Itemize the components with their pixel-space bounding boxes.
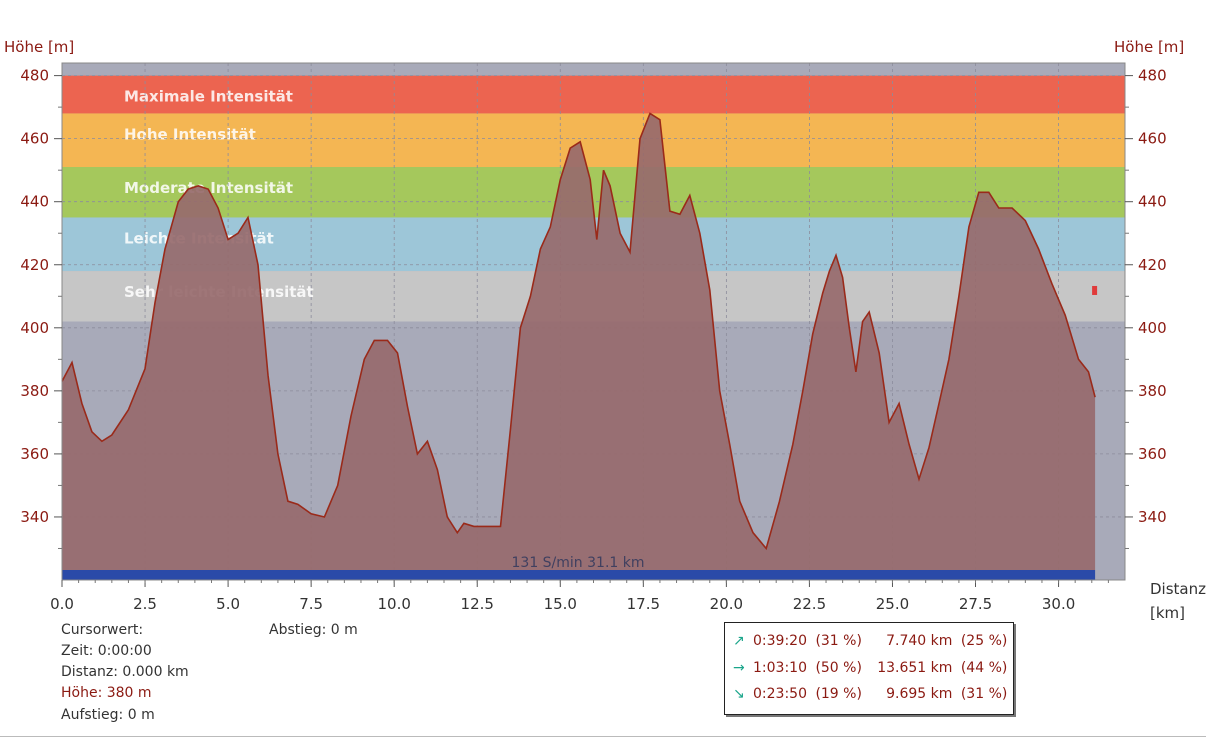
summary-time-pct: (19 %) (815, 686, 862, 702)
summary-distance: 9.695 km (886, 686, 953, 702)
summary-time-pct: (31 %) (815, 633, 862, 649)
summary-row-descent: ↘ 0:23:50 (19 %) 9.695 km (31 %) (733, 686, 1011, 702)
summary-distance: 13.651 km (877, 660, 953, 676)
x-tick-label-0: 0.0 (50, 595, 74, 613)
x-tick-label-9: 22.5 (793, 595, 826, 613)
right-axis-title: Höhe [m] (1114, 38, 1185, 56)
axes: 0.0 2.5 5.0 7.5 10.0 12.5 15.0 17.5 20.0 22.5 25.0… (20, 67, 1166, 613)
x-tick-label-2: 5.0 (216, 595, 240, 613)
zone-band-1 (62, 113, 1125, 168)
x-tick-label-10: 25.0 (876, 595, 909, 613)
y-left-tick-label-6: 460 (20, 130, 49, 148)
y-right-tick-label-5: 440 (1138, 193, 1167, 211)
x-tick-label-3: 7.5 (299, 595, 323, 613)
cursor-descent: Abstieg: 0 m (269, 622, 358, 638)
cursor-ascent: Aufstieg: 0 m (61, 707, 155, 723)
y-left-tick-label-5: 440 (20, 193, 49, 211)
x-tick-label-8: 20.0 (710, 595, 743, 613)
segment-summary-box: ↗ 0:39:20 (31 %) 7.740 km (25 %) → 1:03:10… (724, 622, 1014, 715)
y-left-tick-label-0: 340 (20, 508, 49, 526)
x-axis-unit: [km] (1150, 604, 1186, 622)
arrow-up-right-icon: ↗ (733, 633, 745, 649)
x-tick-label-12: 30.0 (1042, 595, 1075, 613)
x-axis-title: Distanz (1150, 580, 1206, 598)
summary-distance-pct: (25 %) (960, 633, 1008, 649)
arrow-down-right-icon: ↘ (733, 686, 745, 702)
y-left-tick-label-4: 420 (20, 256, 49, 274)
zone-label-2: Moderate Intensität (124, 179, 293, 197)
x-tick-label-4: 10.0 (377, 595, 410, 613)
summary-row-ascent: ↗ 0:39:20 (31 %) 7.740 km (25 %) (733, 633, 1011, 649)
y-right-tick-label-7: 480 (1138, 67, 1167, 85)
elevation-line (61, 112, 1096, 551)
summary-distance: 7.740 km (886, 633, 953, 649)
end-marker (1092, 285, 1098, 295)
y-left-tick-label-1: 360 (20, 445, 49, 463)
x-tick-label-1: 2.5 (133, 595, 157, 613)
y-right-tick-label-2: 380 (1138, 382, 1167, 400)
cursor-elevation: Höhe: 380 m (61, 685, 152, 701)
x-tick-label-6: 15.0 (544, 595, 577, 613)
cursor-time: Zeit: 0:00:00 (61, 643, 152, 659)
y-left-tick-label-7: 480 (20, 67, 49, 85)
x-tick-label-11: 27.5 (959, 595, 992, 613)
summary-row-flat: → 1:03:10 (50 %) 13.651 km (44 %) (733, 660, 1011, 676)
speed-bar (62, 570, 1096, 580)
y-left-tick-label-2: 380 (20, 382, 49, 400)
left-axis-title: Höhe [m] (4, 38, 75, 56)
arrow-right-icon: → (733, 660, 745, 676)
summary-time: 0:39:20 (753, 633, 807, 649)
y-right-tick-label-0: 340 (1138, 508, 1167, 526)
summary-distance-pct: (31 %) (960, 686, 1008, 702)
cursor-distance: Distanz: 0.000 km (61, 664, 189, 680)
summary-time: 1:03:10 (753, 660, 807, 676)
y-right-tick-label-1: 360 (1138, 445, 1167, 463)
y-right-tick-label-3: 400 (1138, 319, 1167, 337)
x-tick-label-5: 12.5 (461, 595, 494, 613)
y-left-tick-label-3: 400 (20, 319, 49, 337)
summary-time: 0:23:50 (753, 686, 807, 702)
zone-label-0: Maximale Intensität (124, 88, 293, 106)
summary-time-pct: (50 %) (815, 660, 862, 676)
bottom-divider (0, 736, 1206, 737)
cursor-label: Cursorwert: (61, 622, 144, 638)
summary-distance-pct: (44 %) (960, 660, 1008, 676)
elevation-fill (62, 113, 1096, 571)
zone-label-1: Hohe Intensität (124, 125, 256, 143)
y-right-tick-label-6: 460 (1138, 130, 1167, 148)
y-right-tick-label-4: 420 (1138, 256, 1167, 274)
pace-annotation: 131 S/min 31.1 km (512, 555, 645, 571)
x-tick-label-7: 17.5 (627, 595, 660, 613)
zone-band-0 (62, 75, 1125, 114)
